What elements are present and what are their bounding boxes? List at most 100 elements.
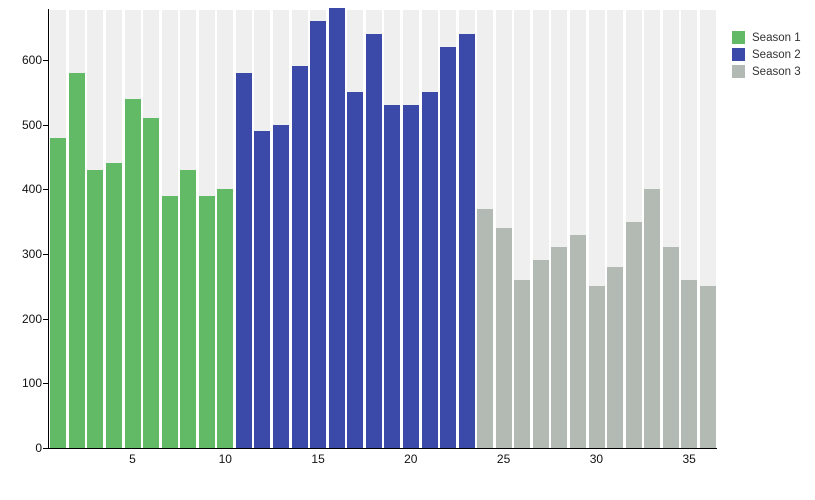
- bar-slot: [216, 10, 235, 448]
- bar-season-2-x23: [458, 33, 475, 448]
- bar-slot: [699, 10, 718, 448]
- legend-swatch-icon: [732, 31, 745, 44]
- bar-slot: [495, 10, 514, 448]
- bar-slot: [123, 10, 142, 448]
- bar-season-3-x26: [514, 279, 531, 448]
- bar-slot: [290, 10, 309, 448]
- bar-season-2-x19: [384, 105, 401, 448]
- x-tick-label: 20: [404, 452, 418, 466]
- bar-slot: [680, 10, 699, 448]
- bar-season-2-x17: [347, 92, 364, 448]
- bar-season-3-x30: [588, 286, 605, 448]
- y-tick-mark: [43, 448, 48, 449]
- y-tick-label: 200: [21, 311, 42, 326]
- y-tick-label: 500: [21, 117, 42, 132]
- bar-slot: [253, 10, 272, 448]
- legend-item-season-3: Season 3: [732, 65, 801, 78]
- bar-slot: [662, 10, 681, 448]
- bar-season-1-x1: [50, 137, 67, 448]
- bar-season-1-x6: [143, 118, 160, 448]
- bar-season-1-x8: [180, 169, 197, 448]
- y-tick-label: 600: [21, 52, 42, 67]
- y-tick-mark: [43, 124, 48, 126]
- bar-slot: [457, 10, 476, 448]
- x-tick-label: 10: [218, 452, 232, 466]
- bar-season-3-x27: [532, 260, 549, 448]
- bar-slot: [235, 10, 254, 448]
- bar-slot: [513, 10, 532, 448]
- bar-season-2-x20: [402, 105, 419, 448]
- bar-season-1-x3: [87, 169, 104, 448]
- bar-slot: [142, 10, 161, 448]
- x-tick-label: 15: [311, 452, 325, 466]
- bar-season-3-x31: [607, 266, 624, 448]
- bar-slot: [160, 10, 179, 448]
- bar-season-2-x14: [291, 66, 308, 448]
- bar-slot: [309, 10, 328, 448]
- bar-season-3-x36: [699, 286, 716, 448]
- bar-slot: [86, 10, 105, 448]
- plot-area: [49, 8, 718, 448]
- bar-slot: [383, 10, 402, 448]
- bar-slot: [402, 10, 421, 448]
- bar-season-1-x10: [217, 189, 234, 448]
- x-tick-label: 35: [682, 452, 696, 466]
- bar-season-2-x22: [440, 46, 457, 448]
- bar-slot: [327, 8, 346, 448]
- x-tick-label: 5: [129, 452, 136, 466]
- bar-season-2-x21: [421, 92, 438, 448]
- x-tick-label: 30: [589, 452, 604, 466]
- y-tick-mark: [43, 189, 48, 191]
- y-tick-label: 100: [21, 376, 42, 391]
- bar-slot: [68, 10, 87, 448]
- legend-label: Season 1: [752, 31, 801, 44]
- bar-slot: [365, 10, 384, 448]
- legend-item-season-1: Season 1: [732, 31, 801, 44]
- x-tick-label: 25: [496, 452, 511, 466]
- bar-slot: [198, 10, 217, 448]
- bar-slot: [346, 10, 365, 448]
- bar-season-2-x11: [235, 72, 252, 448]
- bar-slot: [476, 10, 495, 448]
- bar-season-3-x24: [477, 208, 494, 448]
- legend-swatch-icon: [732, 65, 745, 78]
- bar-season-1-x4: [105, 163, 122, 448]
- bar-slot: [439, 10, 458, 448]
- bar-season-2-x16: [328, 8, 345, 448]
- bar-season-2-x15: [310, 21, 327, 448]
- y-tick-label: 0: [35, 441, 42, 455]
- bar-season-1-x2: [68, 72, 85, 448]
- bar-season-3-x33: [644, 189, 661, 448]
- legend-label: Season 3: [752, 65, 801, 78]
- bar-season-3-x28: [551, 247, 568, 448]
- bar-season-2-x12: [254, 131, 271, 448]
- bar-season-3-x35: [681, 279, 698, 448]
- bar-slot: [272, 10, 291, 448]
- legend-item-season-2: Season 2: [732, 48, 801, 61]
- y-tick-label: 400: [21, 182, 42, 197]
- y-tick-mark: [43, 253, 48, 255]
- bar-slot: [606, 10, 625, 448]
- legend-label: Season 2: [752, 48, 801, 61]
- x-axis-spine: [45, 448, 717, 449]
- y-tick-mark: [43, 383, 48, 385]
- y-tick-mark: [43, 59, 48, 61]
- bar-slot: [624, 10, 643, 448]
- bar-season-1-x5: [124, 98, 141, 448]
- bar-slot: [587, 10, 606, 448]
- bar-season-2-x13: [273, 124, 290, 448]
- bar-slot: [105, 10, 124, 448]
- bar-slot: [532, 10, 551, 448]
- bar-slot: [550, 10, 569, 448]
- bar-slot: [643, 10, 662, 448]
- bar-season-3-x25: [495, 228, 512, 448]
- bar-slot: [179, 10, 198, 448]
- y-tick-mark: [43, 318, 48, 320]
- y-axis-spine: [48, 9, 49, 448]
- bar-season-3-x32: [625, 221, 642, 448]
- bar-slot: [49, 10, 68, 448]
- legend-swatch-icon: [732, 48, 745, 61]
- bar-season-1-x9: [198, 195, 215, 448]
- bar-season-2-x18: [365, 33, 382, 448]
